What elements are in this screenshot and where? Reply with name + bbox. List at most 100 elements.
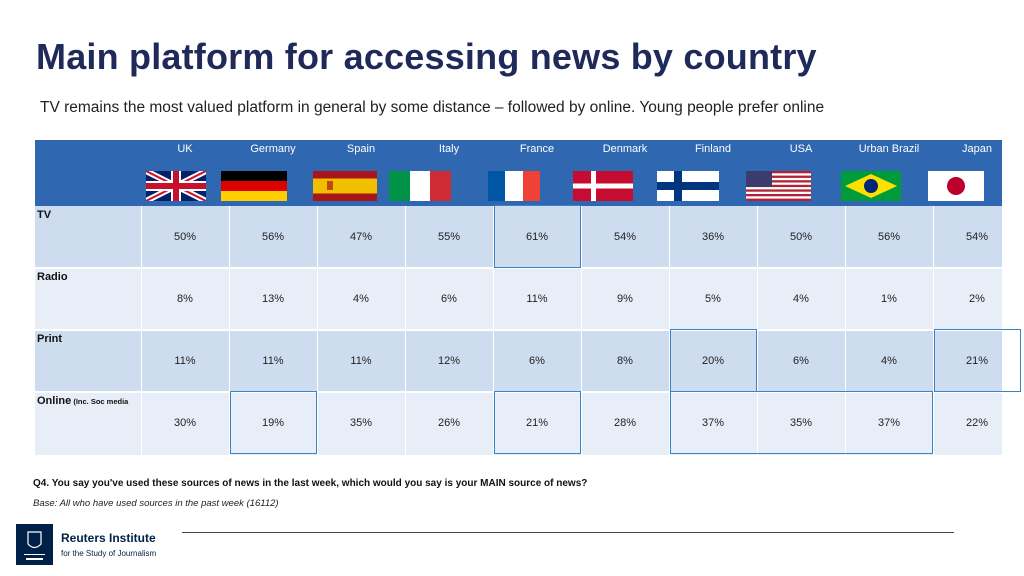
table-cell: 37% (701, 417, 725, 429)
row-label-note: (Inc. Soc media (71, 397, 129, 406)
column-divider (317, 206, 318, 455)
row-label: TV (37, 209, 51, 221)
page-subtitle: TV remains the most valued platform in g… (40, 99, 825, 116)
survey-base: Base: All who have used sources in the p… (33, 498, 279, 509)
table-cell: 26% (437, 417, 461, 429)
table-cell: 37% (877, 417, 901, 429)
uk-flag-icon (146, 171, 206, 201)
table-cell: 6% (793, 355, 809, 367)
page-title: Main platform for accessing news by coun… (36, 36, 817, 77)
table-cell: 12% (437, 355, 461, 367)
table-cell: 55% (437, 231, 461, 243)
column-header: France (519, 143, 555, 155)
usa-flag-icon (746, 171, 811, 201)
denmark-flag-icon (573, 171, 633, 201)
table-cell: 35% (349, 417, 373, 429)
column-header: Finland (694, 143, 732, 155)
table-row (35, 206, 1002, 268)
table-cell: 6% (529, 355, 545, 367)
table-cell: 47% (349, 231, 373, 243)
column-divider (229, 206, 230, 455)
table-row (35, 330, 1002, 392)
column-header: Germany (250, 143, 296, 155)
table-cell: 13% (261, 293, 285, 305)
column-divider (669, 206, 670, 455)
table-cell: 9% (617, 293, 633, 305)
table-cell: 22% (965, 417, 989, 429)
table-cell: 56% (261, 231, 285, 243)
row-label: Print (37, 333, 62, 345)
column-header: Spain (346, 143, 376, 155)
highlight-box (670, 329, 757, 392)
table-cell: 4% (793, 293, 809, 305)
table-cell: 30% (173, 417, 197, 429)
table-cell: 19% (261, 417, 285, 429)
row-label: Radio (37, 271, 68, 283)
logo-name: Reuters Institute (61, 531, 156, 545)
row-divider (35, 391, 1002, 393)
table-cell: 61% (525, 231, 549, 243)
table-cell: 20% (701, 355, 725, 367)
column-header: USA (789, 143, 813, 155)
table-cell: 2% (969, 293, 985, 305)
germany-flag-icon (221, 171, 287, 201)
table-cell: 4% (881, 355, 897, 367)
column-divider (581, 206, 582, 455)
table-row (35, 268, 1002, 330)
oxford-crest-icon (16, 524, 53, 565)
table-cell: 8% (177, 293, 193, 305)
column-header: Denmark (602, 143, 648, 155)
table-cell: 21% (965, 355, 989, 367)
italy-flag-icon (389, 171, 451, 201)
table-cell: 36% (701, 231, 725, 243)
row-divider (35, 267, 1002, 269)
platform-table: UK Germany Spain Italy France Denmark Finland U… (35, 140, 1021, 455)
highlight-box (934, 329, 1021, 392)
row-label: Online (Inc. Soc media (37, 395, 128, 407)
table-cell: 5% (705, 293, 721, 305)
table-cell: 6% (441, 293, 457, 305)
column-divider (493, 206, 494, 455)
france-flag-icon (488, 171, 540, 201)
japan-flag-icon (928, 171, 984, 201)
column-divider (845, 206, 846, 455)
highlight-box (670, 391, 933, 454)
table-cell: 56% (877, 231, 901, 243)
table-row (35, 392, 1002, 455)
table-cell: 50% (789, 231, 813, 243)
finland-flag-icon (657, 171, 719, 201)
column-divider (141, 206, 142, 455)
table-cell: 11% (174, 355, 196, 367)
table-cell: 11% (262, 355, 284, 367)
table-cell: 11% (526, 293, 548, 305)
table-cell: 1% (881, 293, 897, 305)
column-header: Italy (438, 143, 460, 155)
column-header: UK (177, 143, 193, 155)
table-cell: 35% (789, 417, 813, 429)
table-cell: 28% (613, 417, 637, 429)
logo-tagline: for the Study of Journalism (61, 549, 157, 558)
table-cell: 54% (965, 231, 989, 243)
row-label-text: TV (37, 209, 52, 221)
row-label-text: Radio (37, 271, 68, 283)
column-divider (933, 206, 934, 455)
footer-rule (182, 532, 954, 533)
column-header: Urban Brazil (858, 143, 920, 155)
survey-question: Q4. You say you've used these sources of… (33, 478, 588, 489)
table-cell: 11% (350, 355, 372, 367)
table-cell: 4% (353, 293, 369, 305)
table-cell: 8% (617, 355, 633, 367)
highlight-box (494, 205, 581, 268)
column-divider (757, 206, 758, 455)
brazil-flag-icon (841, 171, 901, 201)
column-divider (405, 206, 406, 455)
row-label-text: Online (37, 395, 72, 407)
table-cell: 50% (173, 231, 197, 243)
table-cell: 54% (613, 231, 637, 243)
column-header: Japan (962, 143, 992, 155)
row-label-text: Print (37, 333, 63, 345)
table-cell: 21% (525, 417, 549, 429)
row-divider (35, 329, 1002, 331)
spain-flag-icon (313, 171, 377, 201)
highlight-box (494, 391, 581, 454)
